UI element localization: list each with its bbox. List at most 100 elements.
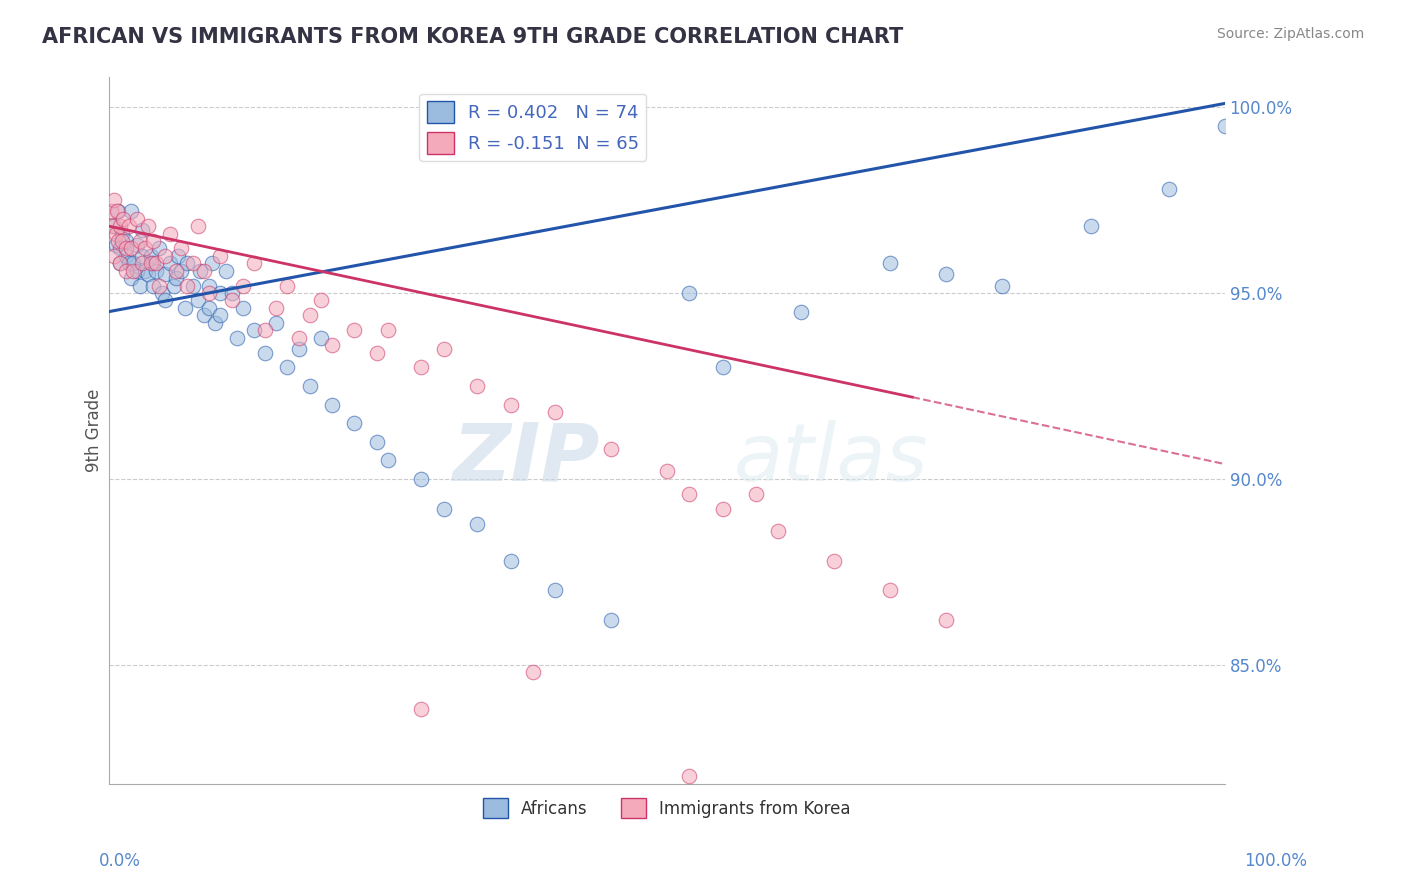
Point — [114, 234, 136, 248]
Point — [254, 345, 277, 359]
Point — [190, 264, 212, 278]
Point — [112, 211, 135, 226]
Point — [204, 316, 226, 330]
Point — [103, 193, 125, 207]
Point — [366, 345, 388, 359]
Point — [499, 554, 522, 568]
Point — [104, 227, 127, 241]
Point — [100, 204, 122, 219]
Text: 0.0%: 0.0% — [98, 852, 141, 870]
Point — [411, 472, 433, 486]
Point — [114, 264, 136, 278]
Point — [118, 256, 141, 270]
Point — [153, 293, 176, 308]
Point — [118, 219, 141, 234]
Point — [114, 249, 136, 263]
Point — [343, 323, 366, 337]
Point — [226, 331, 249, 345]
Point — [465, 379, 488, 393]
Point — [148, 278, 170, 293]
Point — [377, 453, 399, 467]
Point — [141, 256, 163, 270]
Point — [209, 249, 232, 263]
Point — [103, 219, 125, 234]
Point — [167, 249, 190, 263]
Point — [153, 249, 176, 263]
Point — [108, 256, 131, 270]
Point — [678, 769, 700, 783]
Point — [141, 249, 163, 263]
Point — [433, 501, 456, 516]
Point — [125, 211, 148, 226]
Point — [264, 316, 287, 330]
Point — [343, 416, 366, 430]
Point — [377, 323, 399, 337]
Point — [198, 301, 221, 315]
Point — [287, 342, 309, 356]
Point — [309, 331, 332, 345]
Point — [990, 278, 1012, 293]
Point — [170, 264, 193, 278]
Point — [499, 398, 522, 412]
Point — [254, 323, 277, 337]
Point — [522, 665, 544, 680]
Point — [678, 286, 700, 301]
Point — [1080, 219, 1102, 234]
Point — [108, 219, 131, 234]
Point — [104, 237, 127, 252]
Point — [366, 434, 388, 449]
Point — [823, 554, 845, 568]
Point — [125, 237, 148, 252]
Point — [165, 271, 187, 285]
Point — [129, 278, 152, 293]
Point — [879, 256, 901, 270]
Point — [411, 360, 433, 375]
Point — [276, 360, 298, 375]
Point — [243, 323, 266, 337]
Point — [129, 234, 152, 248]
Point — [181, 256, 204, 270]
Point — [122, 264, 145, 278]
Point — [131, 249, 153, 263]
Point — [298, 379, 321, 393]
Point — [298, 309, 321, 323]
Point — [187, 293, 209, 308]
Point — [108, 256, 131, 270]
Point — [142, 278, 165, 293]
Point — [215, 264, 238, 278]
Text: atlas: atlas — [734, 420, 928, 498]
Point — [153, 268, 176, 282]
Point — [142, 234, 165, 248]
Point — [152, 286, 174, 301]
Point — [162, 278, 184, 293]
Point — [309, 293, 332, 308]
Point — [114, 242, 136, 256]
Text: ZIP: ZIP — [453, 420, 600, 498]
Point — [287, 331, 309, 345]
Legend: Africans, Immigrants from Korea: Africans, Immigrants from Korea — [477, 791, 858, 825]
Point — [789, 304, 811, 318]
Point — [145, 256, 167, 270]
Point — [711, 501, 734, 516]
Point — [120, 242, 142, 256]
Point — [187, 219, 209, 234]
Point — [176, 256, 198, 270]
Point — [879, 583, 901, 598]
Point — [136, 268, 159, 282]
Point — [1213, 119, 1236, 133]
Point — [198, 286, 221, 301]
Point — [101, 219, 124, 234]
Point — [209, 286, 232, 301]
Point — [264, 301, 287, 315]
Point — [134, 242, 156, 256]
Point — [193, 264, 215, 278]
Point — [411, 702, 433, 716]
Point — [768, 524, 790, 538]
Point — [678, 487, 700, 501]
Point — [111, 227, 134, 241]
Point — [107, 204, 129, 219]
Point — [232, 301, 254, 315]
Point — [173, 301, 195, 315]
Point — [107, 234, 129, 248]
Point — [193, 309, 215, 323]
